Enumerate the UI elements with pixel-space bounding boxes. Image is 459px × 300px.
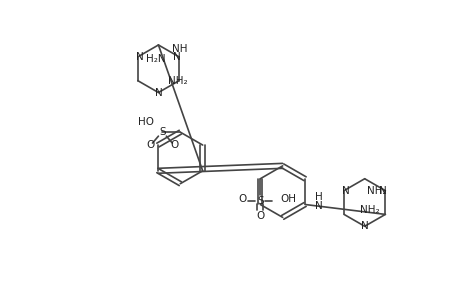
Text: N: N bbox=[379, 186, 386, 196]
Text: N: N bbox=[173, 52, 180, 62]
Text: N: N bbox=[360, 221, 368, 231]
Text: HO: HO bbox=[138, 117, 154, 127]
Text: N: N bbox=[341, 186, 349, 196]
Text: H: H bbox=[314, 192, 322, 202]
Text: OH: OH bbox=[280, 194, 296, 203]
Text: S: S bbox=[257, 196, 263, 206]
Text: H₂N: H₂N bbox=[145, 54, 165, 64]
Text: O: O bbox=[256, 212, 264, 221]
Text: S: S bbox=[159, 127, 165, 137]
Text: NH: NH bbox=[172, 44, 187, 54]
Text: N: N bbox=[314, 202, 322, 212]
Text: O: O bbox=[238, 194, 246, 203]
Text: NH₂: NH₂ bbox=[168, 76, 188, 85]
Text: N: N bbox=[135, 52, 143, 62]
Text: O: O bbox=[170, 140, 178, 150]
Text: NH₂: NH₂ bbox=[366, 186, 386, 196]
Text: O: O bbox=[146, 140, 154, 150]
Text: N: N bbox=[154, 88, 162, 98]
Text: NH₂: NH₂ bbox=[359, 206, 379, 215]
